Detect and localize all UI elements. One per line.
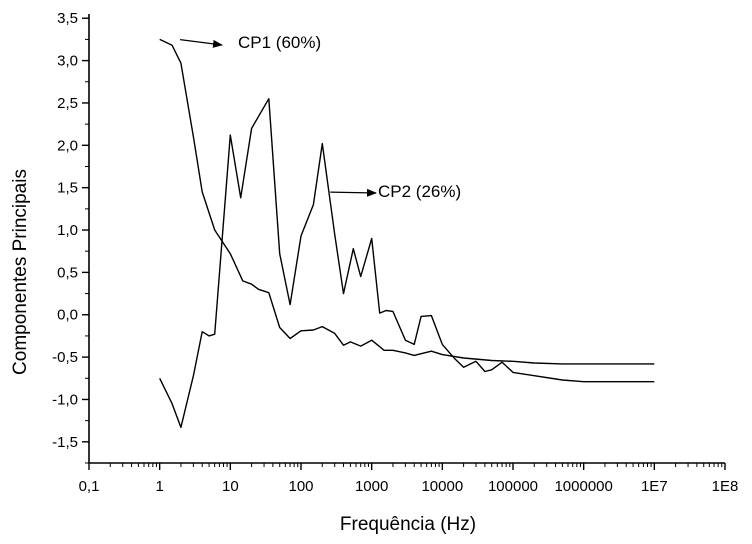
x-tick-label: 100 (288, 478, 313, 495)
annotation-arrow (180, 39, 223, 46)
y-tick-label: 3,5 (57, 10, 78, 27)
annotation-label: CP2 (26%) (378, 182, 461, 201)
axes (88, 14, 725, 464)
y-tick-label: -0,5 (52, 349, 78, 366)
x-tick-label: 100000 (488, 478, 538, 495)
series-layer (159, 38, 655, 429)
y-tick-label: 2,5 (57, 95, 78, 112)
y-tick-label: 3,0 (57, 53, 78, 70)
x-tick-label: 10000 (421, 478, 463, 495)
x-tick-label: 0,1 (79, 478, 100, 495)
x-tick-label: 1000 (355, 478, 388, 495)
x-tick-label: 1E7 (641, 478, 668, 495)
annotation-label: CP1 (60%) (238, 33, 321, 52)
series-line-cp1 (159, 38, 655, 365)
y-tick-label: 0,0 (57, 307, 78, 324)
x-tick-label: 1000000 (554, 478, 612, 495)
annotations: CP1 (60%) CP2 (26%) (180, 33, 461, 201)
ticks: 3,5 3,0 2,5 2,0 1,5 1,0 0,5 0,0 -0,5 -1,0 -1,5 0,1 1… (52, 10, 738, 495)
y-tick-label: 0,5 (57, 264, 78, 281)
y-tick-label: -1,0 (52, 391, 78, 408)
x-axis-title: Frequência (Hz) (340, 514, 476, 535)
x-tick-label: 10 (222, 478, 239, 495)
annotation-arrow (330, 191, 377, 194)
y-tick-label: 2,0 (57, 137, 78, 154)
y-tick-label: -1,5 (52, 434, 78, 451)
series-line-cp2 (159, 97, 655, 429)
x-tick-label: 1E8 (712, 478, 739, 495)
x-tick-label: 1 (155, 478, 163, 495)
y-axis-title: Componentes Principais (10, 169, 31, 375)
y-tick-label: 1,0 (57, 222, 78, 239)
y-tick-label: 1,5 (57, 180, 78, 197)
